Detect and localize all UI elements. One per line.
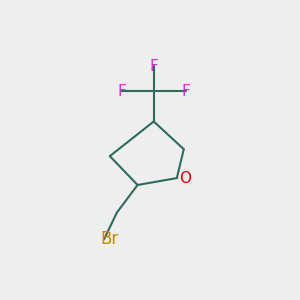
Text: Br: Br: [101, 230, 119, 248]
Text: F: F: [182, 84, 190, 99]
Text: F: F: [149, 58, 158, 74]
Text: F: F: [117, 84, 126, 99]
Text: O: O: [179, 171, 191, 186]
